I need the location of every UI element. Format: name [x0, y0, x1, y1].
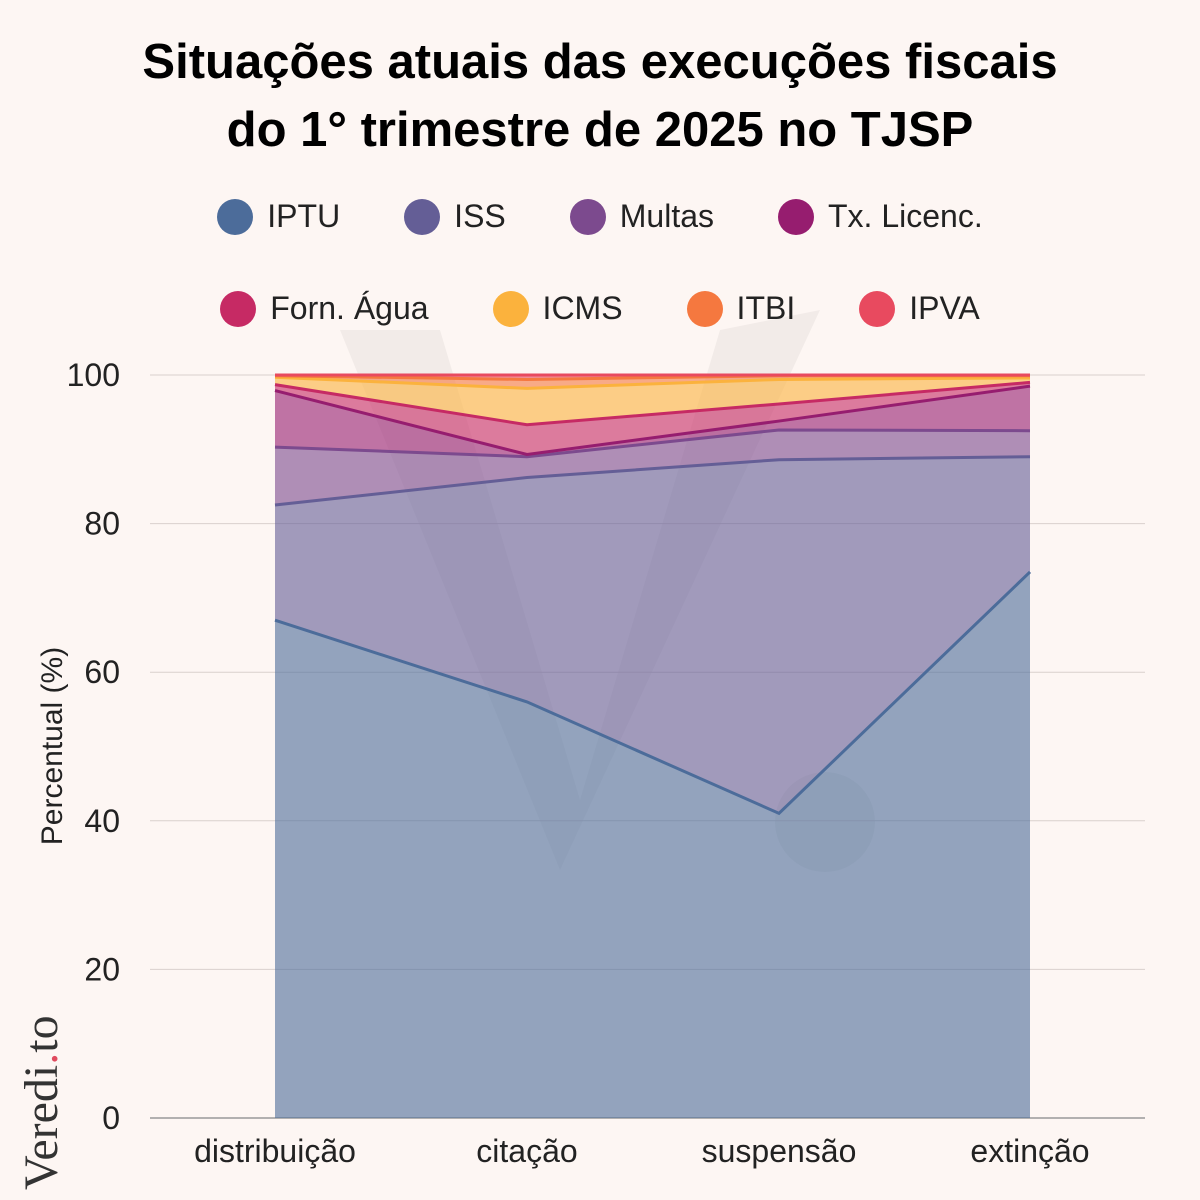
- legend-swatch: [217, 198, 254, 235]
- line-iss: [274, 455, 1031, 507]
- legend-item: ICMS: [492, 290, 623, 327]
- legend-swatch: [778, 198, 814, 235]
- title-line-1: Situações atuais das execuções fiscais: [142, 35, 1058, 89]
- title-line-2: do 1° trimestre de 2025 no TJSP: [226, 103, 974, 157]
- legend-label: IPVA: [909, 290, 980, 326]
- legend-item: Forn. Água: [220, 290, 429, 327]
- line-tx-licenc-: [274, 384, 1031, 457]
- legend-label: ISS: [454, 198, 506, 234]
- y-axis-title: Percentual (%): [36, 647, 69, 845]
- legend-item: IPTU: [217, 198, 340, 235]
- legend-label: Tx. Licenc.: [828, 198, 983, 234]
- y-tick-label: 20: [84, 951, 120, 987]
- area-layers: [275, 375, 1030, 1118]
- legend-item: IPVA: [859, 290, 980, 327]
- line-iptu: [274, 570, 1032, 816]
- legend-item: Multas: [569, 198, 714, 235]
- brand-logo: Veredi.to: [14, 1015, 69, 1190]
- area-iptu: [275, 571, 1030, 1118]
- line-icms: [274, 375, 1031, 390]
- series-lines: [274, 373, 1032, 816]
- legend-label: IPTU: [267, 198, 341, 234]
- x-tick-label: extinção: [970, 1133, 1089, 1169]
- y-tick-label: 100: [67, 357, 120, 393]
- brand-text: Veredi: [15, 1064, 68, 1190]
- legend-swatch: [686, 290, 723, 327]
- line-multas: [274, 428, 1031, 459]
- legend-label: Multas: [619, 198, 714, 234]
- legend-swatch: [492, 290, 529, 327]
- legend-item: ITBI: [686, 290, 796, 327]
- legend-label: ICMS: [542, 290, 623, 326]
- legend-item: ISS: [404, 198, 506, 235]
- legend-swatch: [404, 198, 441, 235]
- legend-swatch: [569, 198, 606, 235]
- chart-title: Situações atuais das execuções fiscais d…: [0, 28, 1200, 164]
- line-forn-água: [274, 380, 1031, 427]
- area-iss: [275, 456, 1030, 814]
- x-tick-label: suspensão: [702, 1133, 857, 1169]
- brand-dot: .: [15, 1052, 68, 1065]
- x-axis-ticks: distribuição citação suspensão extinção: [194, 1133, 1090, 1169]
- legend-swatch: [859, 290, 896, 327]
- legend-row-1: IPTU ISS Multas Tx. Licenc.: [0, 198, 1200, 235]
- y-tick-label: 60: [84, 654, 120, 690]
- legend-swatch: [220, 290, 257, 327]
- x-tick-label: citação: [476, 1133, 577, 1169]
- legend-label: Forn. Água: [270, 290, 429, 326]
- area-forn-água: [275, 382, 1030, 455]
- brand-text-suffix: to: [15, 1015, 68, 1053]
- y-axis-ticks: 0 20 40 60 80 100: [67, 357, 120, 1136]
- legend-row-2: Forn. Água ICMS ITBI IPVA: [0, 290, 1200, 327]
- legend-item: Tx. Licenc.: [778, 198, 983, 235]
- x-tick-label: distribuição: [194, 1133, 356, 1169]
- y-tick-label: 80: [84, 506, 120, 542]
- area-icms: [275, 377, 1030, 425]
- legend-label: ITBI: [736, 290, 796, 326]
- y-tick-label: 40: [84, 803, 120, 839]
- y-tick-label: 0: [102, 1100, 120, 1136]
